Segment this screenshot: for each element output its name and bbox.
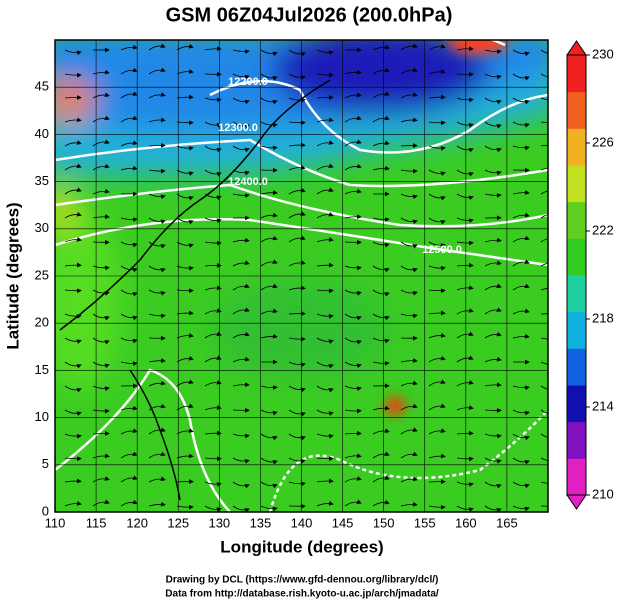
y-tick-label: 10 [35,409,49,424]
y-tick-label: 0 [42,503,49,518]
y-tick-label: 20 [35,315,49,330]
colorbar-cell [567,458,586,495]
x-axis-label: Longitude (degrees) [220,537,383,556]
field [40,25,560,512]
colorbar-cell [567,385,586,422]
colorbar-cell [567,275,586,312]
colorbar-cell [567,165,586,202]
chart-title: GSM 06Z04Jul2026 (200.0hPa) [166,4,453,26]
x-tick-label: 120 [126,515,148,530]
x-tick-label: 150 [373,515,395,530]
x-tick-label: 145 [332,515,354,530]
y-tick-label: 15 [35,362,49,377]
x-tick-label: 160 [455,515,477,530]
x-tick-label: 115 [86,515,107,530]
colorbar-cell [567,202,586,239]
y-tick-label: 40 [35,126,49,141]
streamline [541,122,557,123]
x-tick-label: 130 [208,515,230,530]
x-tick-label: 125 [167,515,189,530]
contour-label: 12400.0 [228,176,268,188]
y-tick-label: 25 [35,267,49,282]
y-tick-label: 35 [35,173,49,188]
x-tick-label: 140 [291,515,313,530]
y-tick-label: 30 [35,220,49,235]
contour-label: 12200.0 [228,76,268,88]
x-tick-label: 135 [250,515,272,530]
credit: Data from http://database.rish.kyoto-u.a… [165,589,439,600]
colorbar-cell [567,55,586,92]
contour-label: 12500.0 [422,244,462,256]
colorbar-cell [567,422,586,459]
colorbar-cell [567,92,586,129]
colorbar-tick-label: 214 [592,398,614,413]
colorbar-tick-label: 222 [592,222,614,237]
colorbar-tick-label: 226 [592,134,614,149]
colorbar-tick-label: 218 [592,310,614,325]
colorbar-tick-label: 230 [592,46,614,61]
y-tick-label: 45 [35,79,49,94]
colorbar-cell [567,312,586,349]
contour-label: 12300.0 [218,122,258,134]
colorbar-end [567,41,586,55]
x-tick-label: 155 [414,515,436,530]
y-axis-label: Latitude (degrees) [3,202,22,349]
colorbar-cell [567,348,586,385]
x-tick-label: 165 [496,515,518,530]
y-tick-label: 5 [42,456,49,471]
colorbar-cell [567,238,586,275]
credit: Drawing by DCL (https://www.gfd-dennou.o… [166,575,439,586]
colorbar-tick-label: 210 [592,486,614,501]
colorbar-end [567,495,586,509]
colorbar-cell [567,128,586,165]
